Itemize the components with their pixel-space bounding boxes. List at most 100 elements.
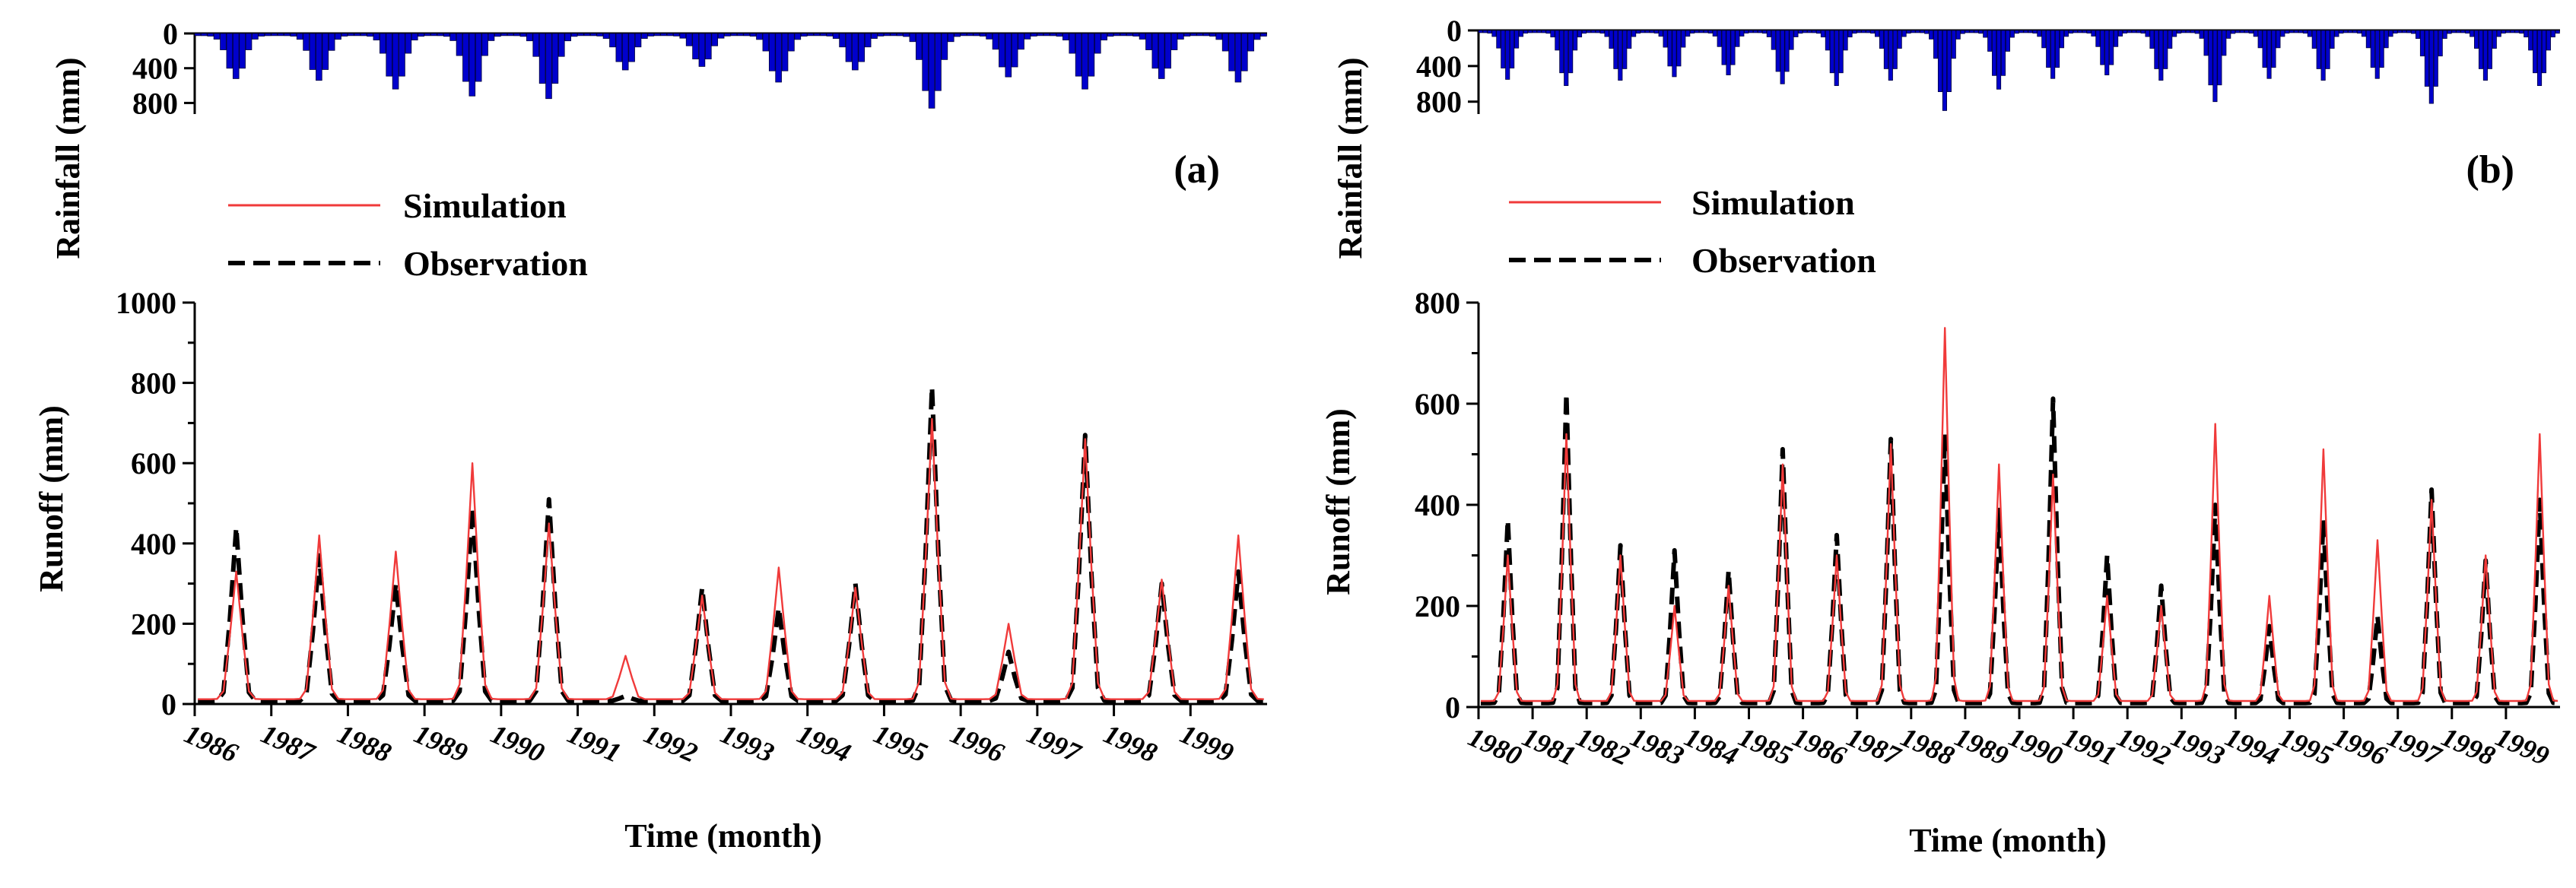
rainfall-bar <box>1005 33 1012 78</box>
rainfall-bar <box>724 33 731 36</box>
rainfall-bar <box>941 33 948 60</box>
rainfall-bar <box>1892 30 1898 69</box>
rainfall-bar <box>2086 30 2092 33</box>
rainfall-bar <box>1803 30 1808 33</box>
rainfall-bar <box>2514 30 2520 33</box>
runoff-tick-label: 1000 <box>116 286 176 320</box>
rainfall-bar <box>2402 30 2407 33</box>
rainfall-bar <box>2037 30 2042 37</box>
rainfall-bar <box>1698 30 1704 33</box>
panel-label-b: (b) <box>2466 148 2514 192</box>
rainfall-bar <box>928 33 935 109</box>
rainfall-bar <box>290 33 297 36</box>
rainfall-bar <box>1937 30 1943 93</box>
rainfall-bar <box>2077 30 2082 33</box>
rainfall-bar <box>589 33 597 36</box>
x-tick-label: 1991 <box>2059 722 2121 772</box>
rainfall-bar <box>947 33 954 43</box>
rainfall-bar <box>1604 30 1609 37</box>
rainfall-bar <box>2438 30 2443 57</box>
rainfall-bar <box>2235 30 2241 33</box>
x-tick-label: 1993 <box>2167 722 2229 772</box>
rainfall-bar <box>2239 30 2245 33</box>
rainfall-tick-label: 400 <box>132 52 178 86</box>
rainfall-bar <box>2266 30 2272 79</box>
rainfall-bar <box>449 33 456 41</box>
rainfall-bar <box>2339 30 2344 34</box>
rainfall-bar <box>564 33 571 42</box>
rainfall-bar <box>1069 33 1076 54</box>
rainfall-bar <box>277 33 284 36</box>
rainfall-bar <box>532 33 540 57</box>
rainfall-bar <box>2334 30 2339 37</box>
rainfall-bar <box>1190 33 1197 36</box>
rainfall-bar <box>1676 30 1682 67</box>
rainfall-bar <box>2370 30 2375 68</box>
rainfall-bar <box>909 33 916 43</box>
rainfall-bar <box>1024 33 1031 40</box>
rainfall-bar <box>2145 30 2150 37</box>
rainfall-bar <box>232 33 240 79</box>
rainfall-bar <box>967 33 974 36</box>
rainfall-bar <box>2536 30 2543 87</box>
rainfall-bar <box>2352 30 2358 33</box>
rainfall-bar <box>1834 30 1839 87</box>
rainfall-bar <box>2063 30 2069 37</box>
rainfall-bar <box>1145 33 1152 50</box>
rainfall-bar <box>2023 30 2028 33</box>
rainfall-bar <box>602 33 610 39</box>
rainfall-bar <box>2203 30 2209 56</box>
rainfall-bar <box>1088 33 1095 77</box>
rainfall-bar <box>1663 30 1668 48</box>
rainfall-bar <box>1011 33 1018 68</box>
x-tick-label: 1984 <box>1680 722 1742 772</box>
rainfall-bar <box>2465 30 2470 34</box>
rainfall-bar <box>1241 33 1248 71</box>
rainfall-bar <box>1101 33 1107 41</box>
rainfall-bar <box>296 33 303 40</box>
rainfall-bar <box>922 33 929 91</box>
rainfall-bar <box>1260 33 1267 36</box>
rainfall-bar <box>973 33 980 36</box>
rainfall-bar <box>2059 30 2065 49</box>
x-axis-title-a: Time (month) <box>624 817 822 855</box>
rainfall-bar <box>1618 30 1623 81</box>
rainfall-bar <box>1667 30 1672 67</box>
rainfall-bar <box>1595 30 1600 33</box>
rainfall-bar <box>1164 33 1171 69</box>
rainfall-bar <box>2190 30 2195 33</box>
rainfall-bar <box>2393 30 2398 34</box>
rainfall-bar <box>1523 30 1528 34</box>
rainfall-bar <box>379 33 386 54</box>
runoff-tick-label: 0 <box>1445 690 1460 725</box>
rainfall-bar <box>1609 30 1614 49</box>
x-tick-label: 1993 <box>716 718 779 769</box>
rainfall-bar <box>1107 33 1114 37</box>
rainfall-bar <box>1681 30 1686 48</box>
rainfall-bar <box>1496 30 1501 49</box>
rainfall-bar <box>2136 30 2141 33</box>
rainfall-bar <box>2114 30 2119 47</box>
rainfall-bar <box>1992 30 1997 76</box>
rainfall-bar <box>437 33 444 36</box>
rainfall-bar <box>781 33 789 71</box>
rainfall-bar <box>845 33 853 62</box>
rainfall-bar <box>2519 30 2524 34</box>
rainfall-bar <box>1712 30 1717 36</box>
x-tick-label: 1994 <box>792 718 855 769</box>
x-tick-label: 1992 <box>2113 722 2175 772</box>
rainfall-bar <box>1825 30 1830 51</box>
runoff-axis-title-a: Runoff (mm) <box>33 405 70 592</box>
rainfall-bar <box>1707 30 1713 33</box>
rainfall-bar <box>1635 30 1641 34</box>
rainfall-bar <box>1915 30 1920 33</box>
rainfall-bar <box>730 33 738 36</box>
rainfall-bar <box>2361 30 2367 37</box>
rainfall-bar <box>2348 30 2353 33</box>
rainfall-bar <box>513 33 520 36</box>
rainfall-bar <box>839 33 846 48</box>
rainfall-bar <box>1888 30 1893 81</box>
rainfall-bar <box>2091 30 2096 36</box>
rainfall-bar <box>1573 30 1578 51</box>
rainfall-bar <box>2510 30 2515 33</box>
